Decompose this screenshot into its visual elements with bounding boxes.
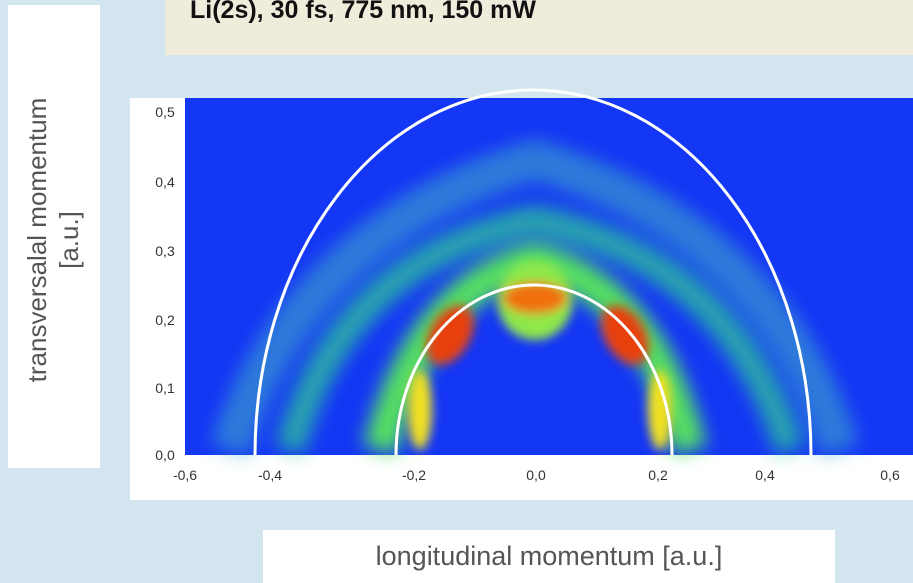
y-tick-label: 0,0: [155, 447, 175, 463]
x-tick-label: 0,0: [526, 467, 546, 483]
title-box: [165, 0, 913, 55]
x-axis-label: longitudinal momentum [a.u.]: [376, 541, 723, 571]
x-ticks: -0,6 -0,4 -0,2 0,0 0,2 0,4 0,6: [173, 467, 900, 483]
x-tick-label: -0,4: [258, 467, 282, 483]
y-tick-label: 0,5: [155, 104, 175, 120]
x-tick-label: -0,6: [173, 467, 197, 483]
y-label-box: [8, 5, 100, 468]
y-tick-label: 0,2: [155, 312, 175, 328]
y-axis-label-line: [a.u.]: [54, 211, 84, 269]
y-tick-label: 0,4: [155, 174, 175, 190]
x-label-box: [263, 530, 835, 583]
title: Li(2s), 30 fs, 775 nm, 150 mW: [190, 0, 536, 24]
x-tick-label: 0,6: [880, 467, 900, 483]
y-ticks: 0,5 0,4 0,3 0,2 0,1 0,0: [155, 104, 175, 463]
x-tick-label: -0,2: [402, 467, 426, 483]
y-tick-label: 0,1: [155, 380, 175, 396]
y-axis-label-line: transversalal momentum: [22, 98, 52, 383]
y-axis-label: transversalal momentum [a.u.]: [22, 98, 84, 383]
y-tick-label: 0,3: [155, 243, 175, 259]
heatmap: [185, 88, 913, 457]
x-tick-label: 0,2: [648, 467, 668, 483]
x-tick-label: 0,4: [755, 467, 775, 483]
